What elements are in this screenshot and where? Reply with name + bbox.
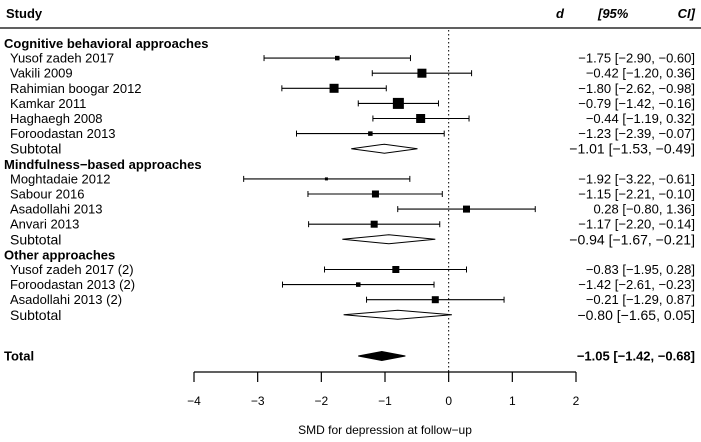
x-tick-label: 1 [509,394,516,408]
study-label: Sabour 2016 [10,187,84,202]
study-estimate: −0.83 [−1.95, 0.28] [586,262,695,277]
study-estimate: −1.42 [−2.61, −0.23] [578,277,695,292]
ci-whisker [372,114,470,123]
subtotal-diamond [343,309,452,320]
ci-whisker [397,205,536,213]
study-label: Haghaegh 2008 [10,111,103,126]
ci-whisker [357,97,439,109]
study-label: Foroodastan 2013 [10,126,116,141]
subtotal-diamond [342,234,436,245]
subtotal-label: Subtotal [10,231,61,247]
x-axis: −4 −3 −2 −1 0 1 2 [187,371,580,408]
ci-whisker [281,281,435,288]
study-label: Asadollahi 2013 (2) [10,292,122,307]
effect-square [416,114,426,123]
header-ci-open: [95% [597,6,629,21]
ci-whisker [366,296,505,304]
header-study: Study [6,6,43,21]
study-label: Kamkar 2011 [10,96,86,111]
study-label: Vakili 2009 [10,66,73,81]
header-ci-close: CI] [678,6,696,21]
x-tick-label: −2 [314,394,328,408]
ci-whisker [307,190,443,198]
x-axis-label: SMD for depression at follow−up [298,423,472,437]
effect-square [392,97,404,109]
ci-whisker [371,68,473,78]
effect-square [335,55,340,61]
ci-whisker [324,266,467,273]
study-estimate: −0.42 [−1.20, 0.36] [586,66,695,81]
effect-square [431,296,439,304]
effect-square [371,190,379,198]
effect-square [417,68,427,78]
study-estimate: −1.80 [−2.62, −0.98] [578,81,695,96]
x-tick-label: −4 [187,394,201,408]
header-d: d [556,6,565,21]
study-estimate: −1.15 [−2.21, −0.10] [578,187,695,202]
effect-square [368,131,373,136]
study-estimate: −1.75 [−2.90, −0.60] [578,51,695,66]
ci-whisker [243,175,411,182]
group-heading: Other approaches [4,247,115,262]
group-heading: Cognitive behavioral approaches [4,36,208,51]
study-estimate: −1.23 [−2.39, −0.07] [578,126,695,141]
study-estimate: −0.44 [−1.19, 0.32] [586,111,695,126]
study-label: Foroodastan 2013 (2) [10,277,135,292]
study-label: Rahimian boogar 2012 [10,81,142,96]
group-heading: Mindfulness−based approaches [4,157,202,172]
ci-whisker [308,220,441,228]
study-label: Yusof zadeh 2017 (2) [10,262,134,277]
study-label: Anvari 2013 [10,217,79,232]
total-label: Total [4,349,34,364]
study-estimate: −0.21 [−1.29, 0.87] [586,292,695,307]
subtotal-estimate: −1.01 [−1.53, −0.49] [569,141,695,157]
subtotal-estimate: −0.94 [−1.67, −0.21] [569,231,695,247]
total-estimate: −1.05 [−1.42, −0.68] [577,349,695,364]
subtotal-estimate: −0.80 [−1.65, 0.05] [577,307,695,323]
effect-square [329,83,339,93]
study-estimate: 0.28 [−0.80, 1.36] [593,202,695,217]
effect-square [324,177,328,181]
effect-square [370,220,378,228]
study-estimate: −0.79 [−1.42, −0.16] [578,96,695,111]
x-tick-label: 0 [445,394,452,408]
total-diamond [358,350,406,362]
x-tick-label: −1 [378,394,392,408]
ci-whisker [263,55,411,62]
effect-square [462,205,470,213]
study-estimate: −1.92 [−3.22, −0.61] [578,171,695,186]
study-estimate: −1.17 [−2.20, −0.14] [578,217,695,232]
study-label: Yusof zadeh 2017 [10,51,114,66]
x-tick-label: 2 [573,394,580,408]
ci-whisker [296,130,445,137]
x-tick-label: −3 [251,394,265,408]
study-label: Asadollahi 2013 [10,202,103,217]
subtotal-label: Subtotal [10,307,61,323]
subtotal-diamond [351,143,418,154]
ci-whisker [281,83,387,93]
study-label: Moghtadaie 2012 [10,171,110,186]
subtotal-label: Subtotal [10,141,61,157]
effect-square [392,266,400,273]
effect-square [356,282,361,287]
